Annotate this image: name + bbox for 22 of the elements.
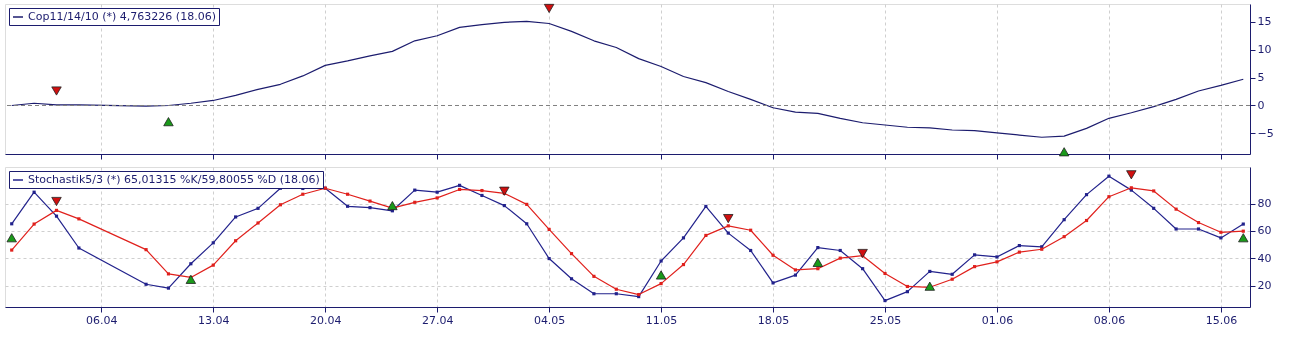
legend-label: Stochastik5/3 (*) 65,01315 %K/59,80055 %D (18.06) (28, 173, 320, 186)
x-tick-label: 01.06 (981, 313, 1014, 327)
x-tick-label: 13.04 (198, 313, 230, 327)
x-tick-label: 18.05 (757, 313, 790, 327)
legend-label: Cop11/14/10 (*) 4,763226 (18.06) (28, 10, 216, 23)
y-tick-label: 0 (1257, 98, 1265, 112)
y-tick-label: 20 (1257, 279, 1272, 293)
x-tick-label: 11.05 (645, 313, 678, 327)
x-tick-label: 27.04 (421, 313, 454, 327)
x-tick-label: 06.04 (86, 313, 118, 327)
x-tick-label: 08.06 (1093, 313, 1126, 327)
y-tick-label: 10 (1257, 43, 1272, 57)
x-tick-label: 20.04 (309, 313, 342, 327)
x-tick-label: 15.06 (1205, 313, 1238, 327)
x-tick-label: 25.05 (869, 313, 902, 327)
y-tick-label: 5 (1257, 71, 1265, 85)
y-tick-label: 80 (1257, 197, 1272, 211)
y-tick-label: 60 (1257, 224, 1272, 238)
y-tick-label: 40 (1257, 251, 1272, 265)
y-tick-label: 15 (1257, 15, 1272, 29)
x-tick-label: 04.05 (533, 313, 566, 327)
y-tick-label: −5 (1257, 126, 1274, 140)
